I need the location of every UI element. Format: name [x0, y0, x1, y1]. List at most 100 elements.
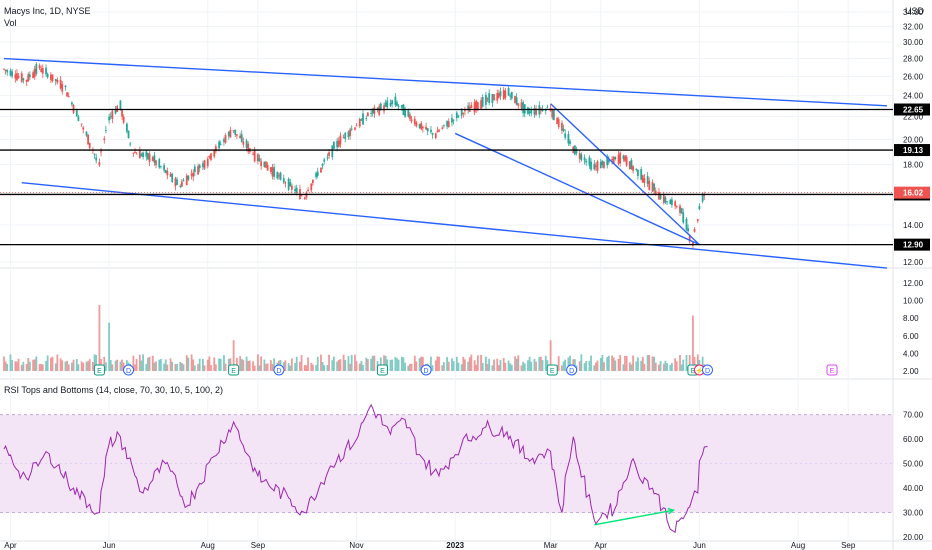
earnings-marker[interactable] [93, 364, 105, 376]
candle-body[interactable] [155, 160, 157, 166]
candle-body[interactable] [583, 157, 586, 161]
candle-body[interactable] [316, 171, 319, 176]
candle-body[interactable] [376, 107, 379, 110]
candle-body[interactable] [520, 102, 523, 109]
candle-body[interactable] [263, 161, 266, 167]
candle-body[interactable] [109, 116, 112, 117]
candle-body[interactable] [394, 96, 397, 106]
candle-body[interactable] [436, 130, 439, 133]
candle-body[interactable] [206, 158, 209, 167]
candle-body[interactable] [158, 159, 161, 168]
candle-body[interactable] [223, 139, 225, 142]
candle-body[interactable] [653, 183, 656, 191]
candle-body[interactable] [366, 112, 369, 117]
candle-body[interactable] [551, 108, 554, 118]
candle-body[interactable] [121, 109, 123, 117]
candle-body[interactable] [276, 172, 279, 179]
dividend-marker[interactable] [273, 364, 285, 376]
candle-body[interactable] [271, 167, 274, 177]
candle-body[interactable] [218, 141, 220, 149]
candle-body[interactable] [358, 119, 361, 127]
candle-body[interactable] [562, 128, 565, 132]
candle-body[interactable] [603, 161, 605, 168]
candle-body[interactable] [287, 178, 290, 190]
candle-body[interactable] [386, 100, 389, 108]
candle-body[interactable] [252, 153, 254, 155]
candle-body[interactable] [159, 166, 162, 168]
candle-body[interactable] [103, 138, 106, 141]
candle-body[interactable] [496, 92, 499, 101]
candle-body[interactable] [365, 118, 368, 119]
candle-body[interactable] [32, 72, 35, 79]
candle-body[interactable] [4, 69, 7, 71]
candle-body[interactable] [258, 158, 261, 162]
candle-body[interactable] [507, 87, 510, 96]
candle-body[interactable] [46, 73, 49, 78]
candle-body[interactable] [643, 178, 646, 184]
volume-pane[interactable]: E D E D E D E D E ⚡ D E [3, 305, 838, 376]
candle-body[interactable] [418, 123, 421, 128]
candle-body[interactable] [328, 152, 330, 156]
candle-body[interactable] [488, 93, 491, 103]
candle-body[interactable] [214, 146, 217, 152]
candle-body[interactable] [61, 84, 64, 92]
candle-body[interactable] [171, 173, 174, 182]
candle-body[interactable] [282, 178, 285, 183]
candle-body[interactable] [122, 116, 125, 123]
candle-body[interactable] [294, 189, 296, 192]
candle-body[interactable] [451, 117, 453, 123]
candle-body[interactable] [606, 156, 609, 166]
candle-body[interactable] [493, 94, 495, 101]
candle-body[interactable] [703, 195, 706, 196]
candle-body[interactable] [16, 73, 18, 81]
candle-body[interactable] [54, 79, 57, 82]
candle-body[interactable] [45, 67, 47, 75]
candle-body[interactable] [378, 106, 381, 115]
candle-body[interactable] [481, 97, 484, 107]
candle-body[interactable] [410, 119, 413, 122]
candle-body[interactable] [515, 97, 518, 105]
candle-body[interactable] [457, 115, 460, 117]
candle-body[interactable] [114, 108, 117, 114]
candle-body[interactable] [355, 125, 358, 127]
candle-body[interactable] [140, 154, 143, 156]
candle-body[interactable] [239, 135, 242, 139]
candle-body[interactable] [360, 119, 363, 121]
candle-body[interactable] [561, 122, 563, 131]
candle-body[interactable] [331, 145, 334, 158]
candle-body[interactable] [126, 123, 128, 132]
candle-body[interactable] [693, 228, 696, 232]
candle-body[interactable] [174, 178, 177, 187]
candle-body[interactable] [185, 175, 188, 186]
candle-body[interactable] [323, 159, 326, 162]
candle-body[interactable] [651, 182, 654, 192]
candle-body[interactable] [142, 152, 144, 157]
candle-body[interactable] [421, 126, 424, 129]
candle-body[interactable] [17, 75, 20, 78]
candle-body[interactable] [111, 110, 114, 119]
candle-body[interactable] [350, 128, 353, 130]
candle-body[interactable] [452, 119, 455, 121]
candle-body[interactable] [28, 74, 31, 77]
candle-body[interactable] [504, 90, 507, 98]
candle-body[interactable] [662, 194, 665, 203]
candle-body[interactable] [546, 107, 549, 109]
candle-body[interactable] [514, 96, 516, 104]
candle-body[interactable] [342, 137, 345, 139]
candle-body[interactable] [190, 173, 193, 176]
earnings-marker[interactable] [376, 364, 388, 376]
candle-body[interactable] [528, 111, 531, 113]
candle-body[interactable] [104, 130, 107, 131]
candle-body[interactable] [49, 74, 52, 80]
candle-body[interactable] [321, 163, 324, 166]
candle-body[interactable] [166, 170, 169, 176]
candle-body[interactable] [179, 186, 182, 187]
candle-body[interactable] [295, 187, 298, 193]
candle-body[interactable] [510, 92, 513, 99]
candle-body[interactable] [229, 129, 232, 138]
candle-body[interactable] [556, 117, 558, 124]
candle-body[interactable] [87, 134, 89, 145]
candle-body[interactable] [153, 155, 156, 163]
candle-body[interactable] [535, 108, 537, 115]
candle-body[interactable] [404, 108, 406, 117]
